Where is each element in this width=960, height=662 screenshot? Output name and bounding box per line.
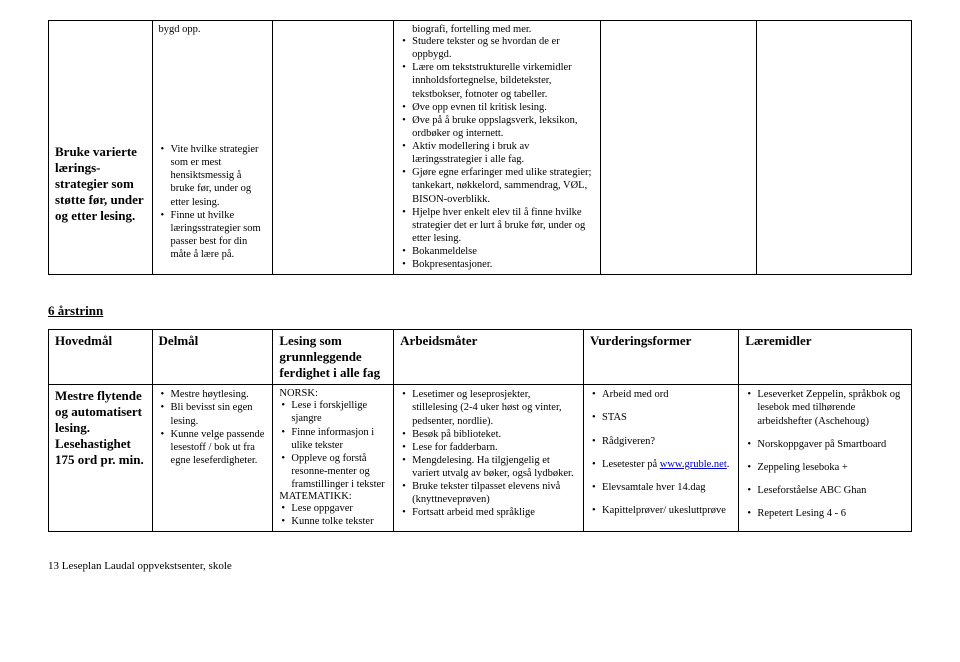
table-top: Bruke varierte lærings-strategier som st… bbox=[48, 20, 912, 275]
list-item: Studere tekster og se hvordan de er oppb… bbox=[400, 35, 594, 61]
list-arbeid: Studere tekster og se hvordan de er oppb… bbox=[400, 35, 594, 271]
pre-text-2: biografi, fortelling med mer. bbox=[400, 24, 594, 35]
list-item: Leseforståelse ABC Ghan bbox=[745, 484, 905, 497]
list-item: Zeppeling leseboka + bbox=[745, 461, 905, 474]
header-vurdering: Vurderingsformer bbox=[584, 330, 739, 385]
cell-arbeid: biografi, fortelling med mer. Studere te… bbox=[394, 21, 601, 275]
header-delmal: Delmål bbox=[152, 330, 273, 385]
list-item: Gjøre egne erfaringer med ulike strategi… bbox=[400, 166, 594, 205]
list-item: Lesetimer og leseprosjekter, stillelesin… bbox=[400, 388, 577, 427]
list-item: Elevsamtale hver 14.dag bbox=[590, 481, 732, 494]
cell-lesing: NORSK: Lese i forskjellige sjangre Finne… bbox=[273, 385, 394, 532]
lesetester-text: Lesetester på bbox=[602, 459, 660, 470]
list-item: Vite hvilke strategier som er mest hensi… bbox=[159, 143, 267, 209]
list-delmal2: Mestre høytlesing. Bli bevisst sin egen … bbox=[159, 388, 267, 467]
section-heading: 6 årstrinn bbox=[48, 303, 912, 319]
list-item: Kunne tolke tekster bbox=[279, 515, 387, 528]
list-item: Aktiv modellering i bruk av læringsstrat… bbox=[400, 140, 594, 166]
table-bottom: Hovedmål Delmål Lesing som grunnleggende… bbox=[48, 329, 912, 532]
header-hovedmal: Hovedmål bbox=[49, 330, 153, 385]
header-lesing: Lesing som grunnleggende ferdighet i all… bbox=[273, 330, 394, 385]
table-row: Bruke varierte lærings-strategier som st… bbox=[49, 21, 912, 275]
list-item: Bli bevisst sin egen lesing. bbox=[159, 401, 267, 427]
cell-delmal: Mestre høytlesing. Bli bevisst sin egen … bbox=[152, 385, 273, 532]
list-item: Mestre høytlesing. bbox=[159, 388, 267, 401]
norsk-label: NORSK: bbox=[279, 388, 387, 399]
list-item: Bokanmeldelse bbox=[400, 245, 594, 258]
list-item: Leseverket Zeppelin, språkbok og lesebok… bbox=[745, 388, 905, 427]
header-laeremidler: Læremidler bbox=[739, 330, 912, 385]
list-item: Repetert Lesing 4 - 6 bbox=[745, 507, 905, 520]
list-item: Øve på å bruke oppslagsverk, leksikon, o… bbox=[400, 114, 594, 140]
cell-arbeid2: Lesetimer og leseprosjekter, stillelesin… bbox=[394, 385, 584, 532]
list-item: Lese oppgaver bbox=[279, 502, 387, 515]
list-item: Arbeid med ord bbox=[590, 388, 732, 401]
cell-laeremidler: Leseverket Zeppelin, språkbok og lesebok… bbox=[739, 385, 912, 532]
cell-empty-1 bbox=[273, 21, 394, 275]
list-item: Lære om tekststrukturelle virkemidler in… bbox=[400, 61, 594, 100]
list-item: Finne informasjon i ulike tekster bbox=[279, 426, 387, 452]
list-item: Rådgiveren? bbox=[590, 435, 732, 448]
list-laeremidler: Leseverket Zeppelin, språkbok og lesebok… bbox=[745, 388, 905, 520]
list-item: Lesetester på www.gruble.net. bbox=[590, 458, 732, 471]
cell-goal: Bruke varierte lærings-strategier som st… bbox=[49, 21, 153, 275]
list-item: Mengdelesing. Ha tilgjengelig et variert… bbox=[400, 454, 577, 480]
table-row: Mestre flytende og automatisert lesing. … bbox=[49, 385, 912, 532]
cell-empty-2 bbox=[601, 21, 756, 275]
pre-text: bygd opp. bbox=[159, 24, 267, 35]
cell-vurdering: Arbeid med ord STAS Rådgiveren? Lesetest… bbox=[584, 385, 739, 532]
list-delmal: Vite hvilke strategier som er mest hensi… bbox=[159, 143, 267, 261]
list-item: Øve opp evnen til kritisk lesing. bbox=[400, 101, 594, 114]
table-header-row: Hovedmål Delmål Lesing som grunnleggende… bbox=[49, 330, 912, 385]
list-item: Hjelpe hver enkelt elev til å finne hvil… bbox=[400, 206, 594, 245]
list-item: Lese i forskjellige sjangre bbox=[279, 399, 387, 425]
list-arbeid2: Lesetimer og leseprosjekter, stillelesin… bbox=[400, 388, 577, 519]
list-item: Besøk på biblioteket. bbox=[400, 428, 577, 441]
list-norsk: Lese i forskjellige sjangre Finne inform… bbox=[279, 399, 387, 491]
cell-delmal: bygd opp. Vite hvilke strategier som er … bbox=[152, 21, 273, 275]
list-item: Bokpresentasjoner. bbox=[400, 258, 594, 271]
header-arbeidsmater: Arbeidsmåter bbox=[394, 330, 584, 385]
list-item: Fortsatt arbeid med språklige bbox=[400, 506, 577, 519]
list-vurdering: Arbeid med ord STAS Rådgiveren? Lesetest… bbox=[590, 388, 732, 517]
list-mat: Lese oppgaver Kunne tolke tekster bbox=[279, 502, 387, 528]
page-footer: 13 Leseplan Laudal oppvekstsenter, skole bbox=[48, 560, 912, 572]
list-item: Norskoppgaver på Smartboard bbox=[745, 438, 905, 451]
gruble-link[interactable]: www.gruble.net bbox=[660, 459, 727, 470]
goal-text: Bruke varierte lærings-strategier som st… bbox=[55, 144, 143, 223]
list-item: Finne ut hvilke læringsstrategier som pa… bbox=[159, 209, 267, 262]
cell-hovedmal: Mestre flytende og automatisert lesing. … bbox=[49, 385, 153, 532]
list-item: Kunne velge passende lesestoff / bok ut … bbox=[159, 428, 267, 467]
list-item: Lese for fadderbarn. bbox=[400, 441, 577, 454]
cell-empty-3 bbox=[756, 21, 911, 275]
list-item: Oppleve og forstå resonne-menter og fram… bbox=[279, 452, 387, 491]
list-item: STAS bbox=[590, 411, 732, 424]
list-item: Bruke tekster tilpasset elevens nivå (kn… bbox=[400, 480, 577, 506]
mat-label: MATEMATIKK: bbox=[279, 491, 387, 502]
list-item: Kapittelprøver/ ukesluttprøve bbox=[590, 504, 732, 517]
